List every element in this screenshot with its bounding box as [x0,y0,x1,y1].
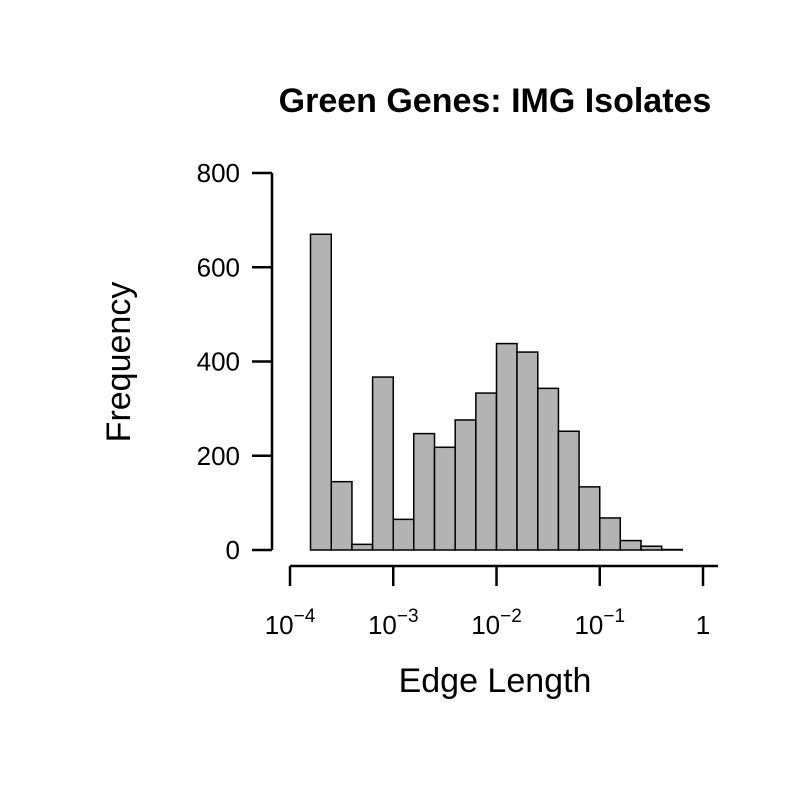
x-tick-label-base-0: 10 [265,610,294,640]
x-tick-label-exp-1: −3 [397,606,419,627]
histogram-bar-7 [455,420,476,550]
histogram-bar-14 [600,518,621,550]
y-tick-label-2: 400 [197,347,240,377]
histogram-bar-16 [641,546,662,550]
x-tick-label-exp-2: −2 [500,606,522,627]
x-tick-label-2: 10−2 [471,606,522,640]
y-tick-label-3: 600 [197,252,240,282]
x-tick-label-exp-0: −4 [294,606,316,627]
histogram-bar-8 [476,393,497,550]
x-tick-label-0: 10−4 [265,606,316,640]
histogram-bar-13 [579,487,600,550]
y-axis: 0 200 400 600 800 [197,158,272,565]
y-tick-label-4: 800 [197,158,240,188]
histogram-bar-1 [331,482,352,550]
histogram-bar-9 [497,344,518,550]
histogram-bar-0 [311,234,332,550]
histogram-bar-12 [558,431,579,550]
histogram-bar-2 [352,544,373,550]
x-tick-label-base-3: 10 [574,610,603,640]
histogram-bar-11 [538,388,559,550]
histogram-bar-3 [373,377,394,550]
x-tick-label-base-1: 10 [368,610,397,640]
x-axis-title: Edge Length [399,662,592,700]
x-tick-label-3: 10−1 [574,606,625,640]
bars-layer [311,234,683,550]
histogram-bar-6 [435,447,456,550]
x-tick-label-4: 1 [696,610,710,640]
histogram-bar-4 [393,519,414,550]
y-axis-title: Frequency [100,282,138,443]
y-tick-label-1: 200 [197,441,240,471]
histogram-bar-10 [517,352,538,550]
histogram-bar-5 [414,434,435,550]
x-tick-label-base-2: 10 [471,610,500,640]
chart-title: Green Genes: IMG Isolates [279,82,712,120]
y-tick-label-0: 0 [226,535,240,565]
histogram-bar-15 [620,541,641,550]
x-tick-label-exp-3: −1 [603,606,625,627]
x-tick-label-1: 10−3 [368,606,419,640]
